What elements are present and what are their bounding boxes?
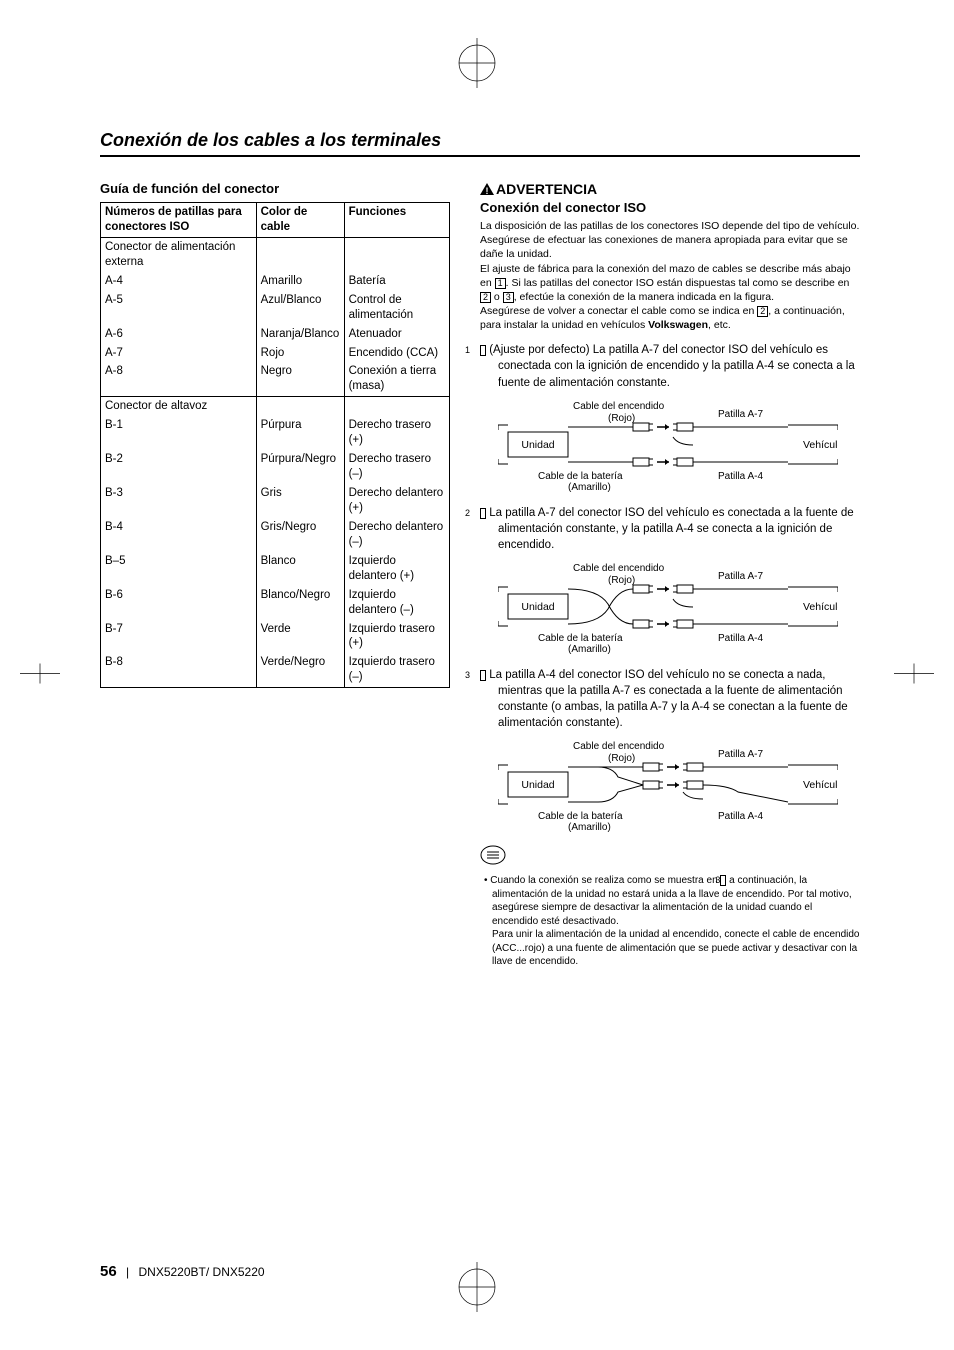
svg-text:Unidad: Unidad [521, 601, 554, 613]
crop-mark-bottom [452, 1262, 502, 1312]
svg-text:Cable del encendido: Cable del encendido [573, 563, 665, 574]
th-color: Color de cable [256, 203, 344, 238]
svg-text:(Rojo): (Rojo) [608, 575, 635, 586]
page-number: 56 [100, 1263, 117, 1280]
connector-table: Números de patillas para conectores ISO … [100, 202, 450, 688]
th-pins: Números de patillas para conectores ISO [101, 203, 257, 238]
svg-text:Cable del encendido: Cable del encendido [573, 401, 665, 412]
crop-mark-left [20, 659, 60, 692]
warning-icon: ! [480, 182, 494, 198]
svg-text:(Amarillo): (Amarillo) [568, 644, 611, 654]
group-label: Conector de alimentación externa [101, 237, 257, 271]
svg-text:Patilla A-4: Patilla A-4 [718, 811, 763, 822]
iso-heading: Conexión del conector ISO [480, 200, 860, 215]
svg-text:Unidad: Unidad [521, 439, 554, 451]
svg-text:!: ! [486, 186, 489, 195]
crop-mark-right [894, 659, 934, 692]
group-label: Conector de altavoz [101, 397, 257, 416]
diagram-3: Cable del encendido (Rojo) Patilla A-7 U… [498, 737, 860, 835]
right-column: ! ADVERTENCIA Conexión del conector ISO … [480, 181, 860, 969]
th-func: Funciones [344, 203, 449, 238]
item-2: 2 La patilla A-7 del conector ISO del ve… [480, 505, 860, 553]
crop-mark-top [452, 38, 502, 88]
svg-text:(Amarillo): (Amarillo) [568, 822, 611, 832]
svg-text:Patilla A-7: Patilla A-7 [718, 749, 763, 760]
svg-text:(Rojo): (Rojo) [608, 753, 635, 764]
svg-text:Cable del encendido: Cable del encendido [573, 741, 665, 752]
svg-text:Vehículo: Vehículo [803, 779, 838, 791]
svg-text:Patilla A-7: Patilla A-7 [718, 409, 763, 420]
item-1: 1 (Ajuste por defecto) La patilla A-7 de… [480, 342, 860, 390]
svg-text:(Amarillo): (Amarillo) [568, 482, 611, 492]
model-name: DNX5220BT/ DNX5220 [139, 1265, 265, 1279]
svg-text:Vehículo: Vehículo [803, 601, 838, 613]
svg-text:Cable de la batería: Cable de la batería [538, 811, 623, 822]
table-heading: Guía de función del conector [100, 181, 450, 196]
note-text: • Cuando la conexión se realiza como se … [480, 874, 860, 969]
svg-text:Patilla A-4: Patilla A-4 [718, 633, 763, 644]
warning-heading: ! ADVERTENCIA [480, 181, 860, 198]
intro-text: La disposición de las patillas de los co… [480, 219, 860, 332]
svg-text:Cable de la batería: Cable de la batería [538, 471, 623, 482]
svg-text:Unidad: Unidad [521, 779, 554, 791]
svg-text:Vehículo: Vehículo [803, 439, 838, 451]
svg-text:(Rojo): (Rojo) [608, 413, 635, 424]
page-title: Conexión de los cables a los terminales [100, 130, 860, 157]
item-3: 3 La patilla A-4 del conector ISO del ve… [480, 667, 860, 731]
diagram-1: Cable del encendido (Rojo) Patilla A-7 U… [498, 397, 860, 495]
left-column: Guía de función del conector Números de … [100, 181, 450, 969]
svg-text:Cable de la batería: Cable de la batería [538, 633, 623, 644]
diagram-2: Cable del encendido (Rojo) Patilla A-7 U… [498, 559, 860, 657]
svg-text:Patilla A-4: Patilla A-4 [718, 471, 763, 482]
note-icon [480, 845, 860, 868]
svg-text:Patilla A-7: Patilla A-7 [718, 571, 763, 582]
page-footer: 56 | DNX5220BT/ DNX5220 [100, 1263, 265, 1280]
